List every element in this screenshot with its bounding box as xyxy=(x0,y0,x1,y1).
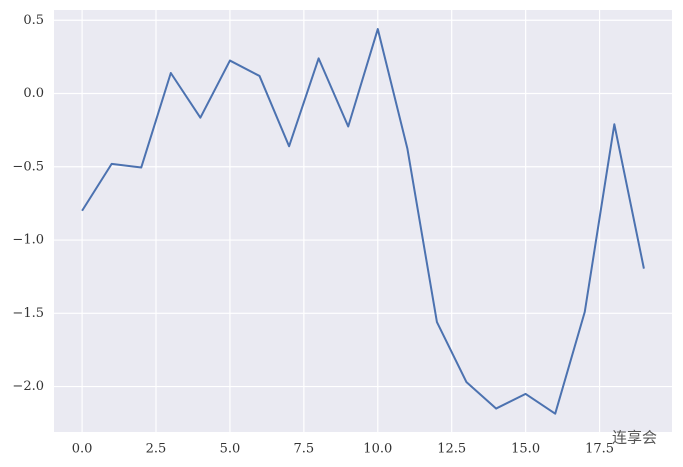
watermark: 连享会 xyxy=(612,429,657,447)
x-tick-label: 7.5 xyxy=(294,442,315,457)
y-tick-label: 0.0 xyxy=(23,86,44,101)
y-tick-label: −0.5 xyxy=(12,159,44,174)
line xyxy=(81,28,645,415)
x-tick-label: 17.5 xyxy=(585,442,614,457)
x-tick-label: 10.0 xyxy=(363,442,392,457)
x-tick-label: 0.0 xyxy=(72,442,93,457)
y-tick-label: −1.0 xyxy=(12,233,44,248)
plot-area xyxy=(54,10,672,432)
y-tick-label: 0.5 xyxy=(23,13,44,28)
x-tick-label: 2.5 xyxy=(146,442,167,457)
x-tick-label: 12.5 xyxy=(437,442,466,457)
y-tick-label: −1.5 xyxy=(12,306,44,321)
x-tick-label: 15.0 xyxy=(511,442,540,457)
y-tick-label: −2.0 xyxy=(12,379,44,394)
x-tick-label: 5.0 xyxy=(220,442,241,457)
